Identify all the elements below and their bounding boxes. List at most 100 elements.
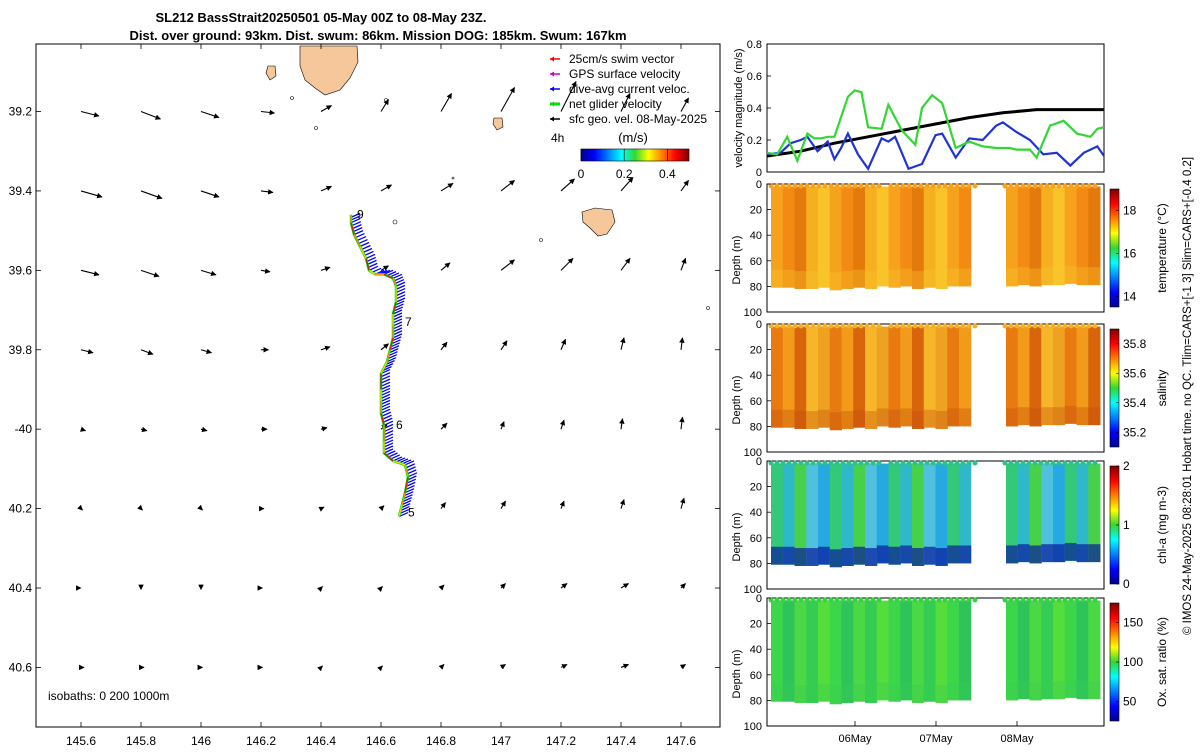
dive-avg-current-vector xyxy=(392,324,403,330)
velocity-vector xyxy=(500,583,506,589)
section-bottom-layer xyxy=(806,271,819,289)
section-bottom-layer xyxy=(1088,544,1101,563)
surface-sample xyxy=(936,597,942,603)
surface-sample xyxy=(954,183,960,189)
dive-avg-current-vector xyxy=(388,452,398,458)
section-bottom-layer xyxy=(865,685,878,703)
surface-sample xyxy=(1026,460,1032,466)
surface-sample xyxy=(858,183,864,189)
section-bottom-layer xyxy=(1017,407,1030,426)
section-column xyxy=(829,326,842,431)
velocity-vector xyxy=(438,664,445,670)
map-xtick-label: 146.4 xyxy=(306,734,336,748)
map-xtick-label: 146.8 xyxy=(426,734,456,748)
surface-sample xyxy=(828,183,834,189)
section-bottom-layer xyxy=(959,682,972,701)
surface-sample xyxy=(840,597,846,603)
section-column xyxy=(1053,186,1066,286)
section-column xyxy=(1088,600,1101,700)
surface-sample xyxy=(846,597,852,603)
velocity-vector xyxy=(620,337,626,350)
section-column xyxy=(829,186,842,291)
surface-sample xyxy=(924,597,930,603)
dive-avg-current-vector xyxy=(383,448,394,454)
surface-sample xyxy=(972,460,978,466)
surface-sample xyxy=(972,323,978,329)
surface-sample xyxy=(798,183,804,189)
section-column xyxy=(806,463,819,566)
surface-sample xyxy=(858,597,864,603)
surface-sample xyxy=(840,460,846,466)
section-colorbar xyxy=(1109,328,1120,448)
surface-sample xyxy=(1038,460,1044,466)
surface-sample xyxy=(954,597,960,603)
surface-sample xyxy=(804,323,810,329)
colorbar-tick-label: 50 xyxy=(1123,694,1137,708)
surface-sample xyxy=(1092,183,1098,189)
section-column xyxy=(1006,186,1019,287)
dive-avg-current-vector xyxy=(398,511,409,518)
section-colorbar-label: salinity xyxy=(1155,370,1169,407)
section-bottom-layer xyxy=(1006,408,1019,427)
dive-avg-current-vector xyxy=(355,232,365,239)
section-bottom-layer xyxy=(794,685,807,703)
surface-sample xyxy=(1026,323,1032,329)
dive-avg-current-vector xyxy=(406,478,417,484)
velocity-panel: 0 0.2 0.4 0.6 0.8 velocity magnitude (m/s) xyxy=(733,39,1105,179)
section-column xyxy=(1041,326,1054,426)
surface-sample xyxy=(1062,183,1068,189)
title-line-1: SL212 BassStrait20250501 05-May 00Z to 0… xyxy=(156,10,487,25)
surface-sample xyxy=(1020,460,1026,466)
surface-sample xyxy=(960,597,966,603)
dive-avg-current-vector xyxy=(395,284,406,290)
section-bottom-layer xyxy=(794,411,807,429)
surface-sample xyxy=(894,183,900,189)
surface-sample xyxy=(1026,597,1032,603)
island-king xyxy=(299,45,359,96)
dive-avg-current-vector xyxy=(391,339,401,345)
surface-sample xyxy=(780,323,786,329)
section-colorbar-label: temperature (°C) xyxy=(1155,203,1169,293)
velocity-ytick-label: 0.6 xyxy=(747,71,762,83)
surface-sample xyxy=(948,460,954,466)
section-column xyxy=(1006,600,1019,701)
section-column xyxy=(1088,326,1101,426)
surface-sample xyxy=(1044,597,1050,603)
section-column xyxy=(947,463,960,564)
surface-sample xyxy=(942,597,948,603)
dive-avg-current-vector xyxy=(367,262,378,268)
surface-sample xyxy=(930,183,936,189)
velocity-vector xyxy=(380,184,392,192)
surface-sample xyxy=(846,460,852,466)
dive-avg-current-vector xyxy=(385,450,396,456)
footer-note: © IMOS 24-May-2025 08:28:01 Hobart time.… xyxy=(1182,157,1194,635)
island-small-a xyxy=(265,65,277,81)
section-column xyxy=(771,600,784,702)
velocity-frame xyxy=(766,43,1105,173)
legend-swatch-head xyxy=(550,56,554,62)
dive-avg-current-vector xyxy=(394,303,404,309)
glider-track xyxy=(349,212,418,518)
dive-avg-current-vector xyxy=(405,481,416,487)
surface-sample xyxy=(1044,183,1050,189)
velocity-vector xyxy=(197,504,203,511)
section-column xyxy=(1064,326,1077,424)
dive-avg-current-vector xyxy=(394,278,405,285)
surface-sample xyxy=(942,183,948,189)
surface-sample xyxy=(912,597,918,603)
velocity-series-green xyxy=(766,89,1105,164)
surface-sample xyxy=(918,183,924,189)
dive-avg-current-vector xyxy=(352,224,362,230)
surface-sample xyxy=(1002,183,1008,189)
dive-avg-current-vector xyxy=(350,215,361,221)
section-column xyxy=(1017,326,1030,426)
section-bottom-layer xyxy=(818,269,831,288)
surface-sample xyxy=(798,460,804,466)
section-chl-a: 0 20 40 60 80 100 Depth (m) 0 1 2 chl-a (mg m-3) xyxy=(731,456,1169,596)
section-bottom-layer xyxy=(1041,407,1054,426)
velocity-vector xyxy=(559,419,566,430)
velocity-vector xyxy=(560,178,575,192)
section-bottom-layer xyxy=(794,548,807,566)
